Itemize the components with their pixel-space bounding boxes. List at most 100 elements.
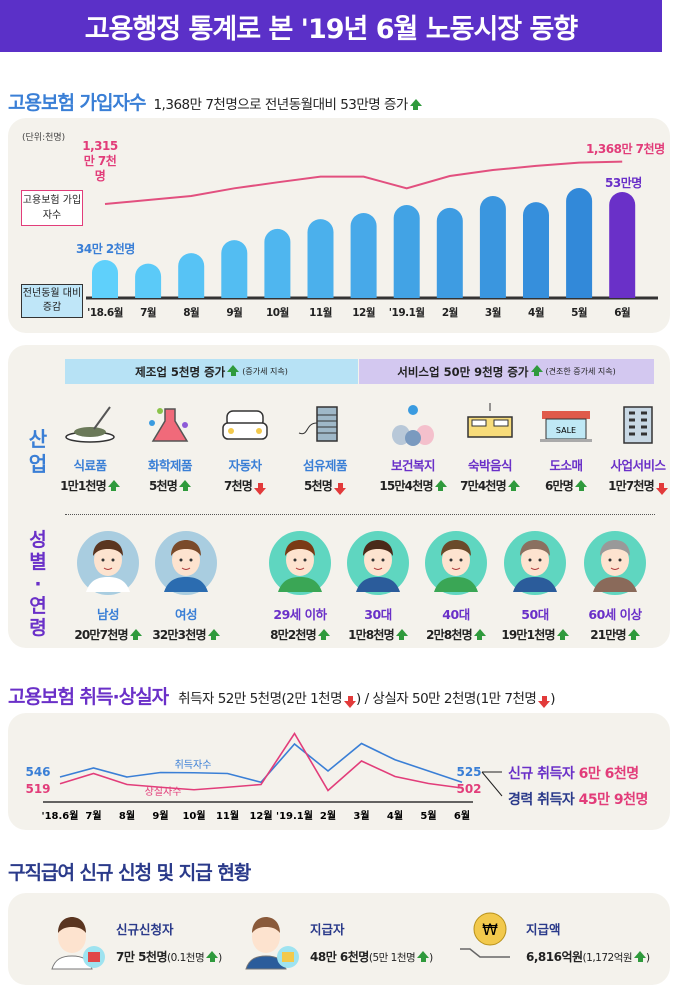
- industry-name: 숙박음식: [467, 458, 513, 473]
- benefit-item: ₩ 지급액 6,816억원(1,172억원): [456, 907, 650, 973]
- industry-value: 5천명: [285, 477, 365, 495]
- x-tick-label: 12월: [249, 810, 272, 822]
- series-label: 취득자수: [175, 759, 212, 771]
- industry-value: 15만4천명: [373, 477, 453, 494]
- benefits-card: 신규신청자 7만 5천명(0.1천명) 지급자 48만 6천명(5만 1천명) ₩…: [8, 893, 670, 985]
- bar: [523, 202, 549, 298]
- x-tick-label: '18.6월: [42, 810, 79, 822]
- industry-item: 자동차 7천명: [205, 403, 285, 495]
- bar: [393, 205, 420, 298]
- arrow-down-icon: [655, 483, 668, 495]
- arrow-up-icon: [530, 365, 543, 376]
- arrow-up-icon: [107, 480, 120, 491]
- connector-arrow: [481, 771, 503, 797]
- group-value: 20만7천명: [68, 626, 148, 643]
- bar: [436, 207, 463, 298]
- car-icon: [222, 410, 268, 440]
- x-tick-label: 9월: [152, 810, 168, 822]
- separations-line: [59, 731, 463, 792]
- divider: [65, 514, 655, 515]
- industry-value: 1만1천명: [50, 477, 130, 494]
- section-title: 고용보험 가입자수: [8, 92, 146, 114]
- group-value: 8만2천명: [260, 626, 340, 643]
- industry-name: 보건복지: [390, 458, 436, 473]
- arrow-up-icon: [556, 629, 569, 640]
- store-icon: SALE: [540, 411, 592, 442]
- x-tick-label: 10월: [182, 810, 205, 822]
- benefit-value: 6,816억원(1,172억원): [526, 950, 650, 964]
- benefit-label: 지급자: [310, 922, 345, 937]
- group-value: 2만8천명: [416, 626, 496, 643]
- new-acquirers: 신규 취득자 6만 6천명: [508, 766, 639, 782]
- breakdown-card: 제조업 5천명 증가 (증가세 지속) 서비스업 50만 9천명 증가 (견조한 증…: [8, 345, 670, 648]
- start-value-label: 546: [25, 765, 50, 779]
- building-icon: [623, 406, 653, 444]
- avatar: [269, 531, 331, 595]
- x-tick-label: 12월: [352, 307, 375, 319]
- industry-name: 도소매: [549, 458, 583, 473]
- industry-value: 1만7천명: [598, 477, 678, 495]
- bar: [135, 263, 162, 298]
- benefit-value: 48만 6천명(5만 1천명): [310, 950, 433, 964]
- arrow-up-icon: [317, 629, 330, 640]
- arrow-up-icon: [227, 365, 240, 376]
- end-value-label: 502: [456, 782, 481, 796]
- group-name: 남성: [96, 607, 120, 622]
- arrow-up-icon: [634, 951, 647, 962]
- bed-icon: [467, 403, 513, 438]
- x-tick-label: 8월: [119, 810, 135, 822]
- group-value: 21만명: [575, 626, 655, 643]
- people-care-icon: [392, 405, 434, 446]
- industry-name: 식료품: [73, 458, 107, 473]
- bar-legend-box: 전년동월 대비 증감: [21, 284, 83, 318]
- industry-item: 식료품 1만1천명: [50, 403, 130, 494]
- demographic-item: 남성 20만7천명: [68, 530, 148, 643]
- x-tick-label: 2월: [320, 810, 336, 822]
- bar: [566, 188, 593, 298]
- avatar: [584, 531, 646, 595]
- food-bowl-icon: [65, 406, 115, 443]
- coins-icon: [245, 917, 299, 970]
- flows-heading: 고용보험 취득·상실자 취득자 52만 5천명(2만 1천명) / 상실자 50…: [8, 682, 556, 709]
- bar: [350, 212, 377, 298]
- flows-chart: 546 525 취득자수 519 502 상실자수 '18.6월 7월 8월 9월 10월 11월 12…: [25, 731, 503, 822]
- industry-item: 화학제품 5천명: [130, 403, 210, 494]
- bar-start-label: 34만 2천명: [76, 242, 135, 256]
- bar: [609, 191, 636, 298]
- arrow-down-icon: [254, 483, 267, 495]
- x-tick-label: 5월: [420, 810, 436, 822]
- group-value: 1만8천명: [338, 626, 418, 643]
- svg-text:₩: ₩: [482, 920, 498, 939]
- group-value: 32만3천명: [146, 626, 226, 643]
- arrow-down-icon: [344, 696, 357, 708]
- avatar: [155, 531, 217, 595]
- industry-item: 숙박음식 7만4천명: [450, 403, 530, 494]
- benefit-label: 지급액: [526, 922, 561, 937]
- group-name: 29세 이하: [273, 607, 327, 622]
- x-tick-label: 7월: [85, 810, 101, 822]
- industry-value: 7천명: [205, 477, 285, 495]
- career-acquirers: 경력 취득자 45만 9천명: [508, 792, 648, 808]
- x-tick-label: '19.1월: [388, 307, 425, 319]
- x-tick-label: 3월: [353, 810, 369, 822]
- arrow-up-icon: [206, 951, 219, 962]
- arrow-up-icon: [627, 629, 640, 640]
- insured-line: [104, 160, 623, 205]
- thread-spool-icon: [298, 406, 338, 442]
- briefcase-icon: [51, 917, 105, 970]
- benefit-label: 신규신청자: [116, 922, 174, 937]
- section-title: 구직급여 신규 신청 및 지급 현황: [8, 862, 251, 884]
- industry-name: 자동차: [228, 458, 262, 473]
- group-name: 여성: [174, 607, 198, 622]
- svg-text:SALE: SALE: [556, 426, 576, 435]
- arrow-up-icon: [507, 480, 520, 491]
- bar-end-label: 53만명: [605, 176, 642, 190]
- industry-value: 5천명: [130, 477, 210, 494]
- x-tick-label: 11월: [216, 810, 239, 822]
- arrow-up-icon: [129, 629, 142, 640]
- page-title: 고용행정 통계로 본 '19년 6월 노동시장 동향: [0, 0, 662, 52]
- arrow-up-icon: [434, 480, 447, 491]
- end-value-label: 525: [456, 765, 481, 779]
- x-tick-label: 2월: [441, 307, 458, 319]
- avatar: [347, 531, 409, 595]
